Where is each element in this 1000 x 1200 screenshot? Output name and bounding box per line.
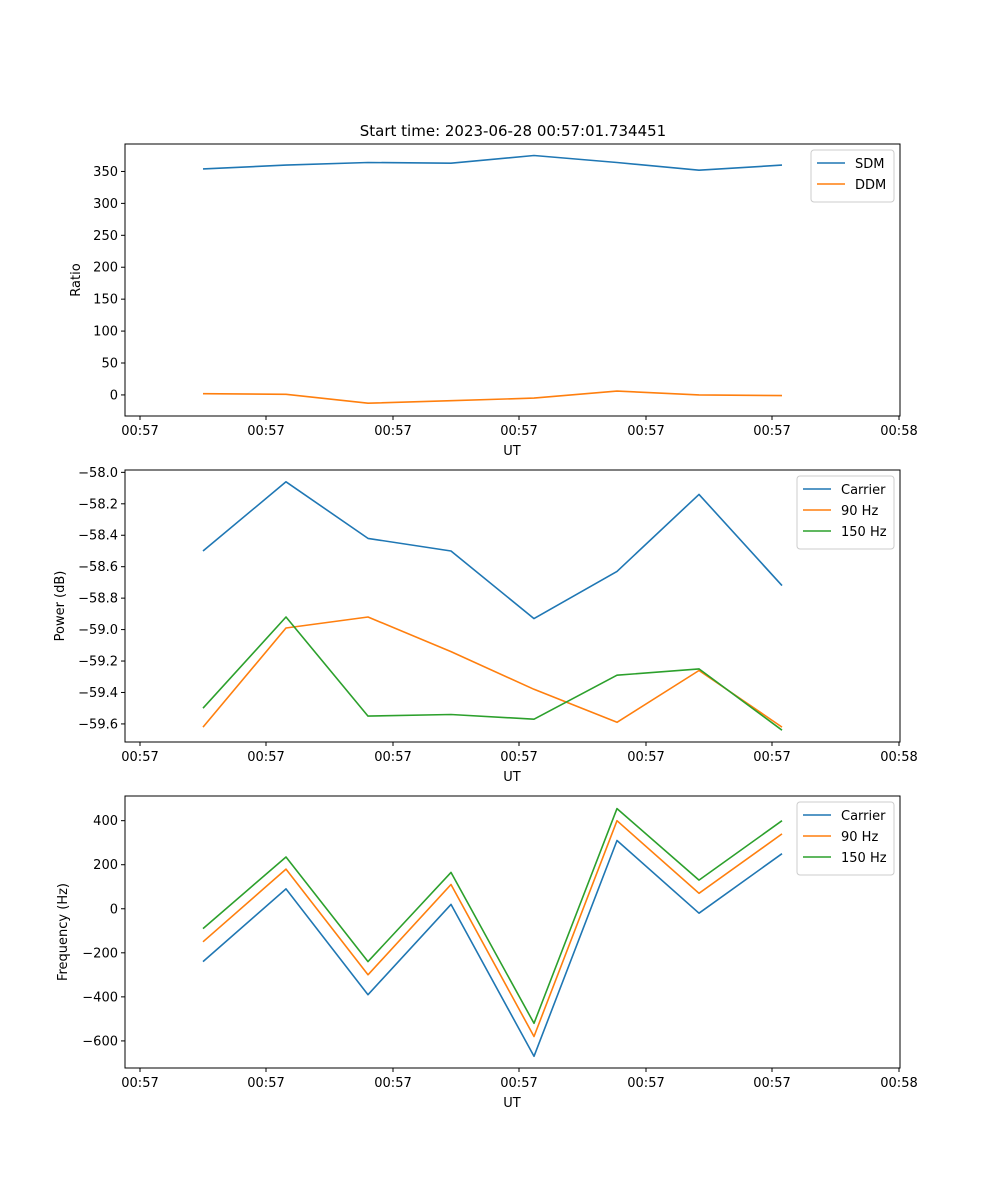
series-line-ddm <box>202 390 783 405</box>
y-tick-label: −58.6 <box>78 560 118 575</box>
x-axis-label: UT <box>503 770 521 785</box>
series-line-150-hz <box>202 807 783 1025</box>
legend-label: SDM <box>855 157 884 172</box>
y-tick-label: 0 <box>110 902 118 917</box>
y-axis-label: Power (dB) <box>53 571 68 642</box>
x-tick-label: 00:58 <box>880 424 917 439</box>
subplot-1: 00:57 00:57 00:57 00:57 00:57 00:57 00:58 UT 0 50… <box>69 143 918 459</box>
x-tick-label: 00:57 <box>121 750 158 765</box>
legend-label: 150 Hz <box>841 525 887 540</box>
x-tick-label: 00:57 <box>500 424 537 439</box>
axes-frame <box>124 795 901 1069</box>
y-tick-label: −59.0 <box>78 623 118 638</box>
y-tick-label: 100 <box>93 325 118 340</box>
x-axis-label: UT <box>503 1096 521 1111</box>
x-tick-label: 00:57 <box>627 750 664 765</box>
y-tick-label: 300 <box>93 197 118 212</box>
x-tick-label: 00:57 <box>121 424 158 439</box>
legend: SDM DDM <box>810 149 895 203</box>
x-tick-label: 00:57 <box>121 1076 158 1091</box>
legend-label: 90 Hz <box>841 504 878 519</box>
subplots: 00:57 00:57 00:57 00:57 00:57 00:57 00:58 UT 0 50… <box>53 143 918 1111</box>
y-tick-label: −59.2 <box>78 655 118 670</box>
figure-title: Start time: 2023-06-28 00:57:01.734451 <box>360 122 666 140</box>
x-tick-label: 00:57 <box>374 1076 411 1091</box>
series-line-carrier <box>202 480 783 620</box>
legend: Carrier 90 Hz 150 Hz <box>796 475 895 550</box>
x-axis-label: UT <box>503 444 521 459</box>
y-tick-label: −59.4 <box>78 686 118 701</box>
x-tick-label: 00:58 <box>880 1076 917 1091</box>
series-line-90-hz <box>202 819 783 1038</box>
x-tick-label: 00:57 <box>500 750 537 765</box>
y-tick-label: −200 <box>82 946 118 961</box>
axes-frame <box>124 469 901 743</box>
legend-label: Carrier <box>841 809 886 824</box>
legend-label: 90 Hz <box>841 830 878 845</box>
x-tick-label: 00:57 <box>247 424 284 439</box>
y-tick-label: −400 <box>82 990 118 1005</box>
series-line-150-hz <box>202 616 783 731</box>
y-tick-label: 350 <box>93 165 118 180</box>
x-tick-label: 00:57 <box>753 1076 790 1091</box>
y-tick-label: −600 <box>82 1034 118 1049</box>
legend-label: Carrier <box>841 483 886 498</box>
axes-frame <box>124 143 901 417</box>
y-tick-label: 200 <box>93 858 118 873</box>
series-line-carrier <box>202 839 783 1058</box>
legend: Carrier 90 Hz 150 Hz <box>796 801 895 876</box>
series-line-90-hz <box>202 616 783 728</box>
y-tick-label: 50 <box>101 357 118 372</box>
x-tick-label: 00:57 <box>627 1076 664 1091</box>
x-tick-label: 00:57 <box>374 750 411 765</box>
subplot-2: 00:57 00:57 00:57 00:57 00:57 00:57 00:58 UT −59… <box>53 466 918 785</box>
legend-label: 150 Hz <box>841 851 887 866</box>
series-line-sdm <box>202 154 783 171</box>
x-tick-label: 00:58 <box>880 750 917 765</box>
y-tick-label: −58.8 <box>78 592 118 607</box>
y-tick-label: −58.2 <box>78 497 118 512</box>
y-tick-label: 200 <box>93 261 118 276</box>
x-tick-label: 00:57 <box>753 424 790 439</box>
x-tick-label: 00:57 <box>247 750 284 765</box>
x-tick-label: 00:57 <box>753 750 790 765</box>
x-tick-label: 00:57 <box>247 1076 284 1091</box>
y-tick-label: −58.4 <box>78 529 118 544</box>
y-tick-label: −58.0 <box>78 466 118 481</box>
y-axis-label: Ratio <box>69 263 84 296</box>
y-axis-label: Frequency (Hz) <box>56 883 71 981</box>
x-tick-label: 00:57 <box>374 424 411 439</box>
y-tick-label: 150 <box>93 293 118 308</box>
y-tick-label: −59.6 <box>78 717 118 732</box>
y-tick-label: 400 <box>93 814 118 829</box>
x-tick-label: 00:57 <box>627 424 664 439</box>
y-tick-label: 0 <box>110 388 118 403</box>
x-tick-label: 00:57 <box>500 1076 537 1091</box>
subplot-3: 00:57 00:57 00:57 00:57 00:57 00:57 00:58 UT −60… <box>56 795 918 1111</box>
y-tick-label: 250 <box>93 229 118 244</box>
legend-label: DDM <box>855 178 886 193</box>
